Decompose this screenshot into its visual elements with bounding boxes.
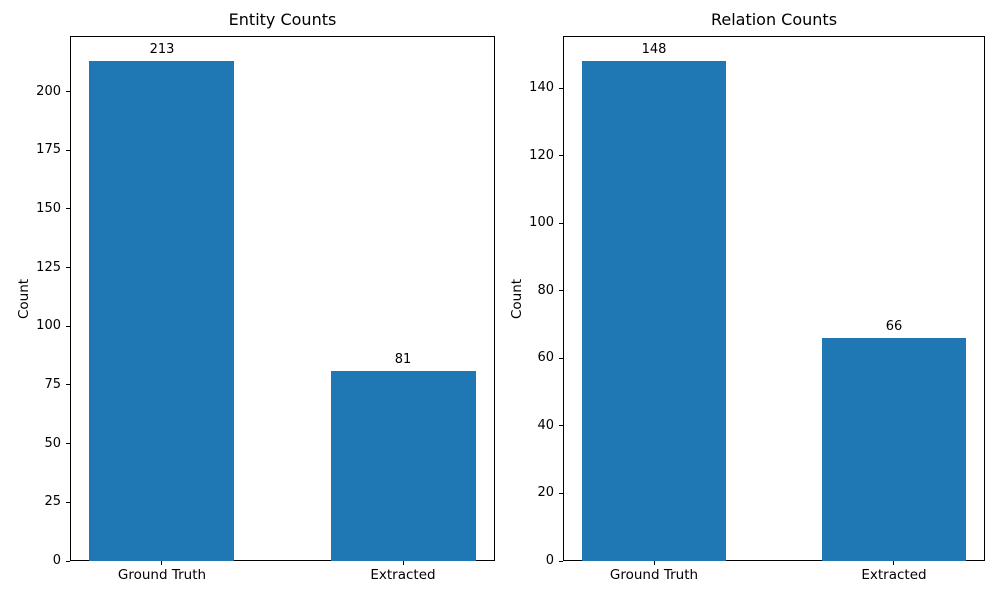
y-tick-label: 125 [36,259,61,275]
y-tick-mark [559,222,563,224]
x-tick-label: Extracted [861,567,927,583]
y-tick-mark [559,87,563,89]
y-tick-label: 150 [36,200,61,216]
y-tick-mark [559,357,563,359]
y-tick-label: 75 [44,376,61,392]
bar-value-label: 213 [149,42,175,57]
y-tick-mark [559,492,563,494]
y-tick-mark [559,155,563,157]
bar-value-label: 148 [641,42,667,57]
x-tick-mark [653,561,655,565]
y-tick-mark [559,560,563,562]
x-tick-mark [161,561,163,565]
bars-layer: 148 66 [563,36,985,561]
chart-title-entity: Entity Counts [228,10,337,29]
y-tick-mark [66,208,70,210]
bar-extracted [331,371,476,561]
y-tick-label: 200 [36,83,61,99]
plot-area-entity: 213 81 [70,36,495,561]
x-tick-label: Ground Truth [609,567,699,583]
y-tick-label: 40 [537,417,554,433]
bars-layer: 213 81 [70,36,495,561]
y-tick-label: 120 [529,147,554,163]
chart-title-relation: Relation Counts [710,10,838,29]
y-tick-mark [559,425,563,427]
y-tick-label: 0 [52,553,61,568]
y-tick-label: 50 [44,435,61,451]
x-tick-label: Ground Truth [117,567,207,583]
y-tick-label: 25 [44,494,61,510]
bar-extracted [822,338,966,561]
bar-value-label: 81 [394,352,412,367]
y-tick-label: 140 [529,80,554,96]
bar-ground-truth [582,61,726,561]
y-tick-label: 60 [537,350,554,366]
plot-area-relation: 148 66 [563,36,985,561]
y-tick-mark [66,325,70,327]
y-tick-label: 175 [36,142,61,158]
y-tick-mark [66,560,70,562]
bar-value-label: 66 [885,319,903,334]
y-tick-label: 20 [537,485,554,501]
y-tick-mark [559,290,563,292]
x-tick-mark [893,561,895,565]
y-tick-mark [66,149,70,151]
y-tick-mark [66,384,70,386]
y-axis-label-entity: Count [16,278,32,319]
y-tick-label: 0 [545,553,554,568]
bar-ground-truth [89,61,234,561]
x-tick-label: Extracted [370,567,436,583]
y-tick-mark [66,443,70,445]
y-tick-label: 100 [529,215,554,231]
y-tick-mark [66,501,70,503]
y-tick-mark [66,91,70,93]
y-tick-label: 80 [537,282,554,298]
x-tick-mark [402,561,404,565]
y-tick-mark [66,267,70,269]
y-tick-label: 100 [36,318,61,334]
